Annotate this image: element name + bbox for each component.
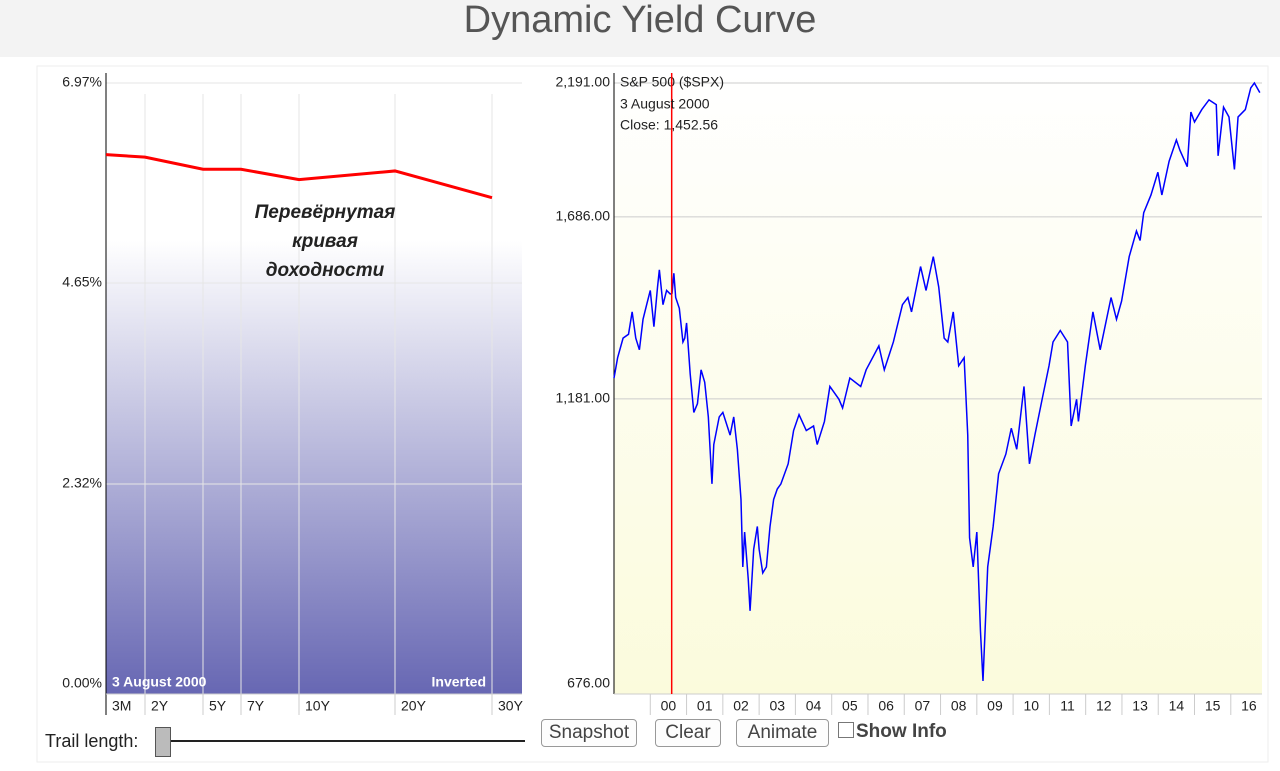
x-tick-label: 7Y bbox=[247, 698, 265, 714]
y-tick-label: 2.32% bbox=[62, 475, 102, 491]
x-tick-label: 13 bbox=[1132, 698, 1148, 714]
status-label: Inverted bbox=[432, 674, 486, 690]
cursor-value: Close: 1,452.56 bbox=[620, 117, 718, 133]
x-tick-label: 5Y bbox=[209, 698, 227, 714]
x-tick-label: 14 bbox=[1169, 698, 1185, 714]
show-info-checkbox[interactable] bbox=[838, 722, 854, 738]
annotation: доходности bbox=[266, 260, 385, 281]
y-tick-label: 4.65% bbox=[62, 274, 102, 290]
x-tick-label: 20Y bbox=[401, 698, 427, 714]
date-label: 3 August 2000 bbox=[112, 674, 207, 690]
y-tick-label: 1,686.00 bbox=[556, 208, 611, 224]
x-tick-label: 16 bbox=[1241, 698, 1257, 714]
page-title: Dynamic Yield Curve bbox=[0, 0, 1280, 57]
x-tick-label: 07 bbox=[915, 698, 931, 714]
animate-button[interactable]: Animate bbox=[736, 719, 829, 747]
annotation: кривая bbox=[292, 231, 358, 252]
x-tick-label: 01 bbox=[697, 698, 713, 714]
show-info-label: Show Info bbox=[856, 721, 947, 742]
x-tick-label: 02 bbox=[733, 698, 749, 714]
x-tick-label: 08 bbox=[951, 698, 967, 714]
spx-plot-bg bbox=[614, 73, 1262, 694]
yield-plot-bg bbox=[106, 73, 522, 694]
x-tick-label: 30Y bbox=[498, 698, 524, 714]
x-tick-label: 00 bbox=[661, 698, 677, 714]
y-tick-label: 6.97% bbox=[62, 74, 102, 90]
price-line bbox=[613, 81, 1261, 682]
x-tick-label: 10Y bbox=[305, 698, 331, 714]
slider-thumb[interactable] bbox=[155, 727, 171, 757]
x-tick-label: 05 bbox=[842, 698, 858, 714]
y-tick-label: 2,191.00 bbox=[556, 74, 611, 90]
x-tick-label: 2Y bbox=[151, 698, 169, 714]
snapshot-button[interactable]: Snapshot bbox=[541, 719, 637, 747]
annotation: Перевёрнутая bbox=[255, 202, 396, 223]
y-tick-label: 0.00% bbox=[62, 675, 102, 691]
x-tick-label: 09 bbox=[987, 698, 1003, 714]
yield-line bbox=[105, 153, 493, 200]
x-tick-label: 03 bbox=[769, 698, 785, 714]
x-tick-label: 04 bbox=[806, 698, 822, 714]
clear-button[interactable]: Clear bbox=[655, 719, 721, 747]
x-tick-label: 12 bbox=[1096, 698, 1112, 714]
panel-border bbox=[36, 65, 1269, 763]
x-tick-label: 06 bbox=[878, 698, 894, 714]
trail-label: Trail length: bbox=[45, 731, 139, 751]
y-tick-label: 1,181.00 bbox=[556, 390, 611, 406]
x-tick-label: 11 bbox=[1060, 698, 1075, 714]
x-tick-label: 3M bbox=[112, 698, 131, 714]
x-tick-label: 10 bbox=[1023, 698, 1039, 714]
slider-track bbox=[168, 740, 525, 742]
x-tick-label: 15 bbox=[1205, 698, 1221, 714]
y-tick-label: 676.00 bbox=[567, 675, 610, 691]
cursor-date: 3 August 2000 bbox=[620, 96, 710, 112]
